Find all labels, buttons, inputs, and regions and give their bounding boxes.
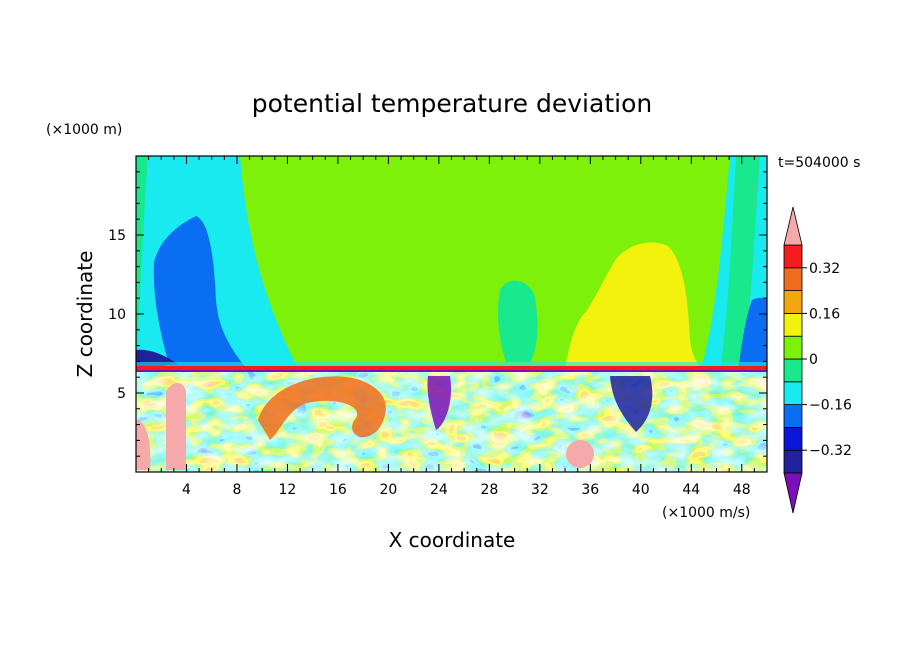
colorbar-tick-label: −0.16 [809, 398, 852, 414]
colorbar-box [783, 244, 803, 269]
x-tick-label: 24 [430, 482, 448, 498]
colorbar-tick-label: −0.32 [809, 443, 852, 459]
x-tick-label: 12 [279, 482, 297, 498]
right-green-edge [720, 156, 760, 372]
chart-title: potential temperature deviation [252, 89, 652, 118]
x-tick-label: 8 [232, 482, 241, 498]
colorbar-box [783, 358, 803, 383]
colorbar-box [783, 426, 803, 451]
y-unit-label: (×1000 m) [46, 122, 122, 138]
heatmap-field [136, 156, 767, 472]
x-tick-label: 20 [379, 482, 397, 498]
x-tick-label: 28 [480, 482, 498, 498]
left-blue-column [153, 216, 246, 368]
y-tick-label: 10 [108, 307, 126, 323]
navy-right-patch [610, 376, 653, 432]
interface-band [136, 366, 767, 370]
pink-bottom-blob [566, 440, 594, 468]
y-tick-label: 5 [117, 386, 126, 402]
colorbar-box [783, 267, 803, 291]
colorbar-box [783, 404, 803, 428]
right-blue-column [738, 297, 767, 372]
left-green-edge [136, 156, 148, 372]
colorbar-tick-label: 0.32 [809, 261, 840, 277]
colorbar-box [783, 312, 803, 337]
x-unit-label: (×1000 m/s) [662, 505, 750, 521]
x-tick-label: 48 [733, 482, 751, 498]
center-green-patch [498, 280, 538, 362]
x-tick-label: 40 [632, 482, 650, 498]
colorbar-box [783, 290, 803, 314]
x-ticks: 4 8 12 16 20 24 28 32 36 40 44 48 [148, 156, 755, 498]
colorbar-tick-label: 0.16 [809, 306, 840, 322]
orange-vortex [258, 376, 386, 440]
y-ticks: 5 10 15 [108, 171, 767, 457]
y-axis-label: Z coordinate [73, 251, 97, 378]
x-tick-label: 32 [531, 482, 549, 498]
lower-turbulence [136, 370, 767, 472]
colorbar-box [783, 449, 803, 474]
x-tick-label: 4 [182, 482, 191, 498]
colorbar-box [783, 381, 803, 405]
y-tick-label: 15 [108, 228, 126, 244]
colorbar-tick-label: 0 [809, 352, 818, 368]
colorbar: 0.32 0.16 0 −0.16 −0.32 [783, 206, 852, 514]
x-axis-label: X coordinate [389, 528, 516, 552]
time-label: t=504000 s [778, 155, 860, 171]
x-tick-label: 16 [329, 482, 347, 498]
pink-left-blob [136, 420, 151, 470]
pink-column [166, 383, 186, 470]
yellow-plume [566, 242, 704, 372]
colorbar-box [783, 335, 803, 360]
colorbar-bottom-arrow [783, 472, 803, 514]
colorbar-top-arrow [783, 206, 803, 246]
x-tick-label: 44 [682, 482, 700, 498]
purple-center-patch [427, 376, 452, 430]
x-tick-label: 36 [581, 482, 599, 498]
